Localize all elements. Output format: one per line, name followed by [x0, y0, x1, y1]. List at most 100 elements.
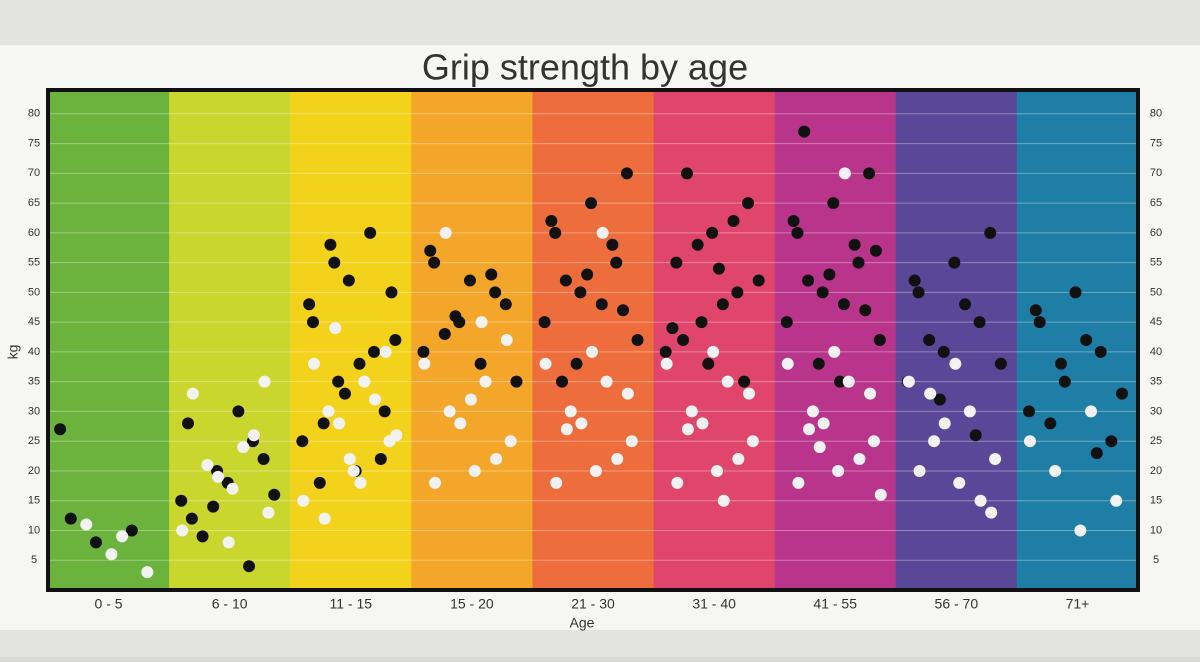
x-tick-label: 71+: [1066, 596, 1090, 612]
dot: [752, 274, 765, 287]
y-tick-label: 35: [28, 376, 40, 388]
dot: [510, 375, 523, 388]
dot: [303, 298, 316, 311]
dot: [953, 476, 966, 489]
dot: [817, 417, 830, 430]
y-tick-label-right: 70: [1150, 167, 1162, 179]
dot: [464, 393, 477, 406]
dot: [963, 405, 976, 418]
dot: [842, 375, 855, 388]
dot: [834, 375, 847, 388]
dot: [500, 334, 513, 346]
y-tick-label-right: 5: [1153, 554, 1159, 566]
dot: [1080, 334, 1093, 346]
dot: [823, 268, 836, 281]
dot: [985, 506, 998, 519]
dot: [707, 345, 720, 358]
dot: [258, 375, 271, 388]
dot: [791, 226, 804, 239]
dot: [989, 453, 1002, 466]
dot: [262, 506, 275, 519]
x-tick-label: 15 - 20: [450, 596, 494, 612]
dot: [1074, 524, 1087, 537]
x-tick-label: 41 - 55: [813, 596, 857, 612]
dot: [385, 286, 398, 299]
dot: [257, 453, 270, 466]
dot: [428, 256, 441, 269]
dot: [802, 274, 815, 287]
dot: [974, 494, 987, 507]
x-tick-label: 0 - 5: [95, 596, 123, 612]
dot: [948, 256, 961, 269]
dot: [555, 375, 568, 388]
y-tick-label-right: 25: [1150, 435, 1162, 447]
dot: [1033, 316, 1046, 329]
dot: [105, 548, 118, 561]
y-tick-label-right: 35: [1150, 376, 1162, 388]
dot: [596, 226, 609, 239]
dot: [617, 304, 630, 317]
dot: [560, 423, 573, 436]
dot: [222, 536, 235, 549]
dot: [268, 488, 281, 501]
dot: [969, 429, 982, 442]
dot: [185, 512, 198, 525]
dot: [938, 417, 951, 430]
y-tick-label: 75: [28, 137, 40, 149]
dot: [994, 357, 1007, 370]
dot: [125, 524, 138, 537]
dot: [353, 357, 366, 370]
dot: [226, 482, 239, 495]
dot: [681, 423, 694, 436]
dot: [803, 423, 816, 436]
dot: [338, 387, 351, 400]
dot: [852, 256, 865, 269]
dot: [378, 405, 391, 418]
dot: [908, 274, 921, 287]
y-tick-label: 45: [28, 316, 40, 328]
plot-frame: [46, 88, 1140, 592]
y-tick-label: 65: [28, 197, 40, 209]
dot: [585, 197, 598, 210]
dot: [237, 441, 250, 454]
dot: [595, 298, 608, 311]
x-axis-label: Age: [570, 615, 595, 631]
dot: [581, 268, 594, 281]
dot: [670, 256, 683, 269]
y-tick-label: 60: [28, 227, 40, 239]
dot: [660, 357, 673, 370]
dot: [848, 238, 861, 251]
dot: [959, 298, 972, 311]
dot: [343, 453, 356, 466]
dot: [317, 417, 330, 430]
dot: [949, 357, 962, 370]
dot: [589, 464, 602, 477]
dot: [332, 375, 345, 388]
dot: [369, 393, 381, 406]
dot: [671, 476, 684, 489]
y-tick-label: 30: [28, 405, 40, 417]
y-tick-label: 10: [28, 524, 40, 536]
chart-title: Grip strength by age: [422, 47, 748, 88]
dot: [354, 476, 367, 489]
y-tick-label: 80: [28, 108, 40, 120]
dot: [485, 268, 498, 281]
dot: [680, 167, 693, 180]
dot: [912, 286, 925, 299]
dot: [792, 476, 805, 489]
dot: [780, 316, 793, 329]
dot: [832, 464, 845, 477]
dot: [329, 322, 342, 335]
dot: [347, 464, 360, 477]
dot: [175, 494, 188, 507]
y-tick-label-right: 60: [1150, 227, 1162, 239]
dot: [417, 345, 430, 358]
dot: [828, 345, 841, 358]
dot: [539, 357, 552, 370]
dot: [232, 405, 245, 418]
dot: [838, 167, 851, 180]
dot: [307, 357, 320, 370]
dot: [379, 345, 392, 358]
dot: [746, 435, 759, 448]
